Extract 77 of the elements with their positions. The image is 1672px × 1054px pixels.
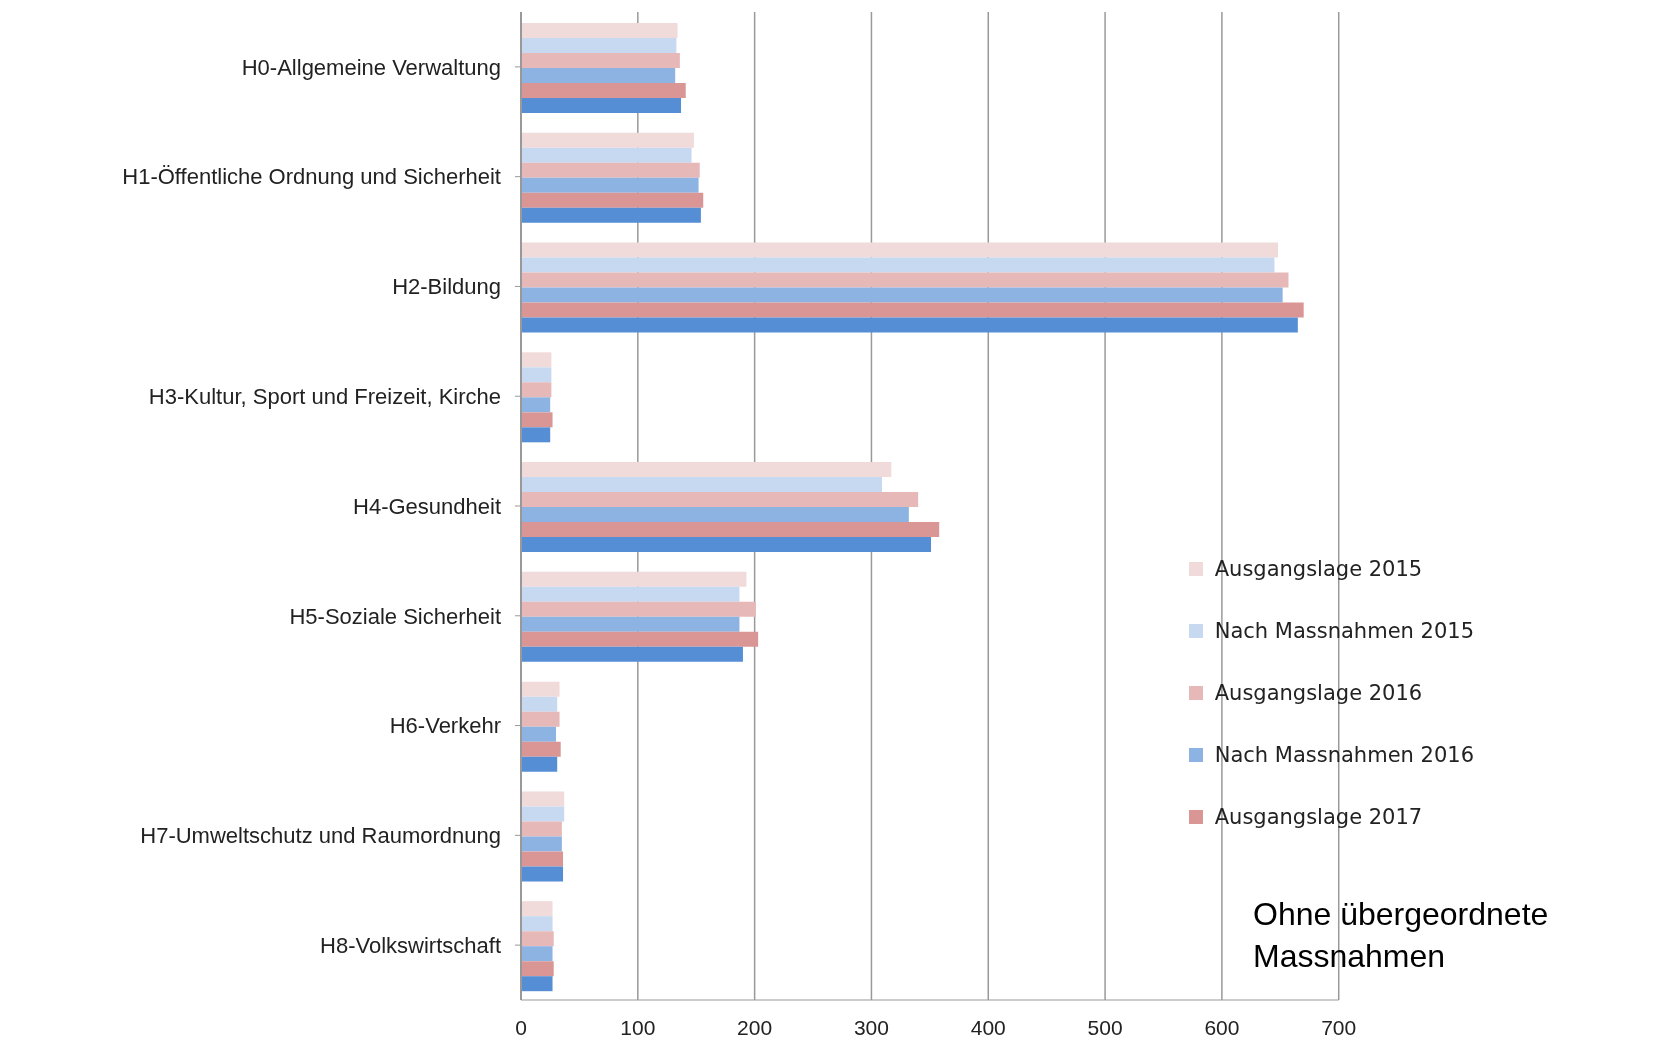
y-tick-label: H6-Verkehr: [389, 713, 501, 739]
legend-label: Ausgangslage 2015: [1214, 557, 1423, 581]
bar: [521, 791, 565, 807]
bar: [521, 382, 552, 398]
y-tick-label: H3-Kultur, Sport und Freizeit, Kirche: [148, 384, 501, 410]
bar: [521, 412, 553, 428]
bar: [521, 821, 562, 837]
bar: [521, 616, 740, 632]
bar: [521, 147, 692, 163]
bar: [521, 586, 740, 602]
bar: [521, 537, 932, 553]
bar: [521, 177, 699, 193]
bar: [521, 601, 756, 617]
x-tick-label: 700: [1321, 1015, 1357, 1039]
bar: [521, 866, 564, 882]
bar: [521, 756, 558, 772]
x-tick-label: 300: [853, 1015, 889, 1039]
bar: [521, 522, 940, 538]
bar: [521, 462, 892, 478]
y-tick-label: H4-Gesundheit: [353, 493, 501, 519]
bar: [521, 397, 551, 413]
x-tick-label: 100: [620, 1015, 656, 1039]
bar: [521, 257, 1275, 273]
bar: [521, 67, 676, 83]
bar: [521, 961, 554, 977]
legend-label: Nach Massnahmen 2015: [1214, 619, 1474, 643]
y-tick-label: H2-Bildung: [392, 274, 501, 300]
x-tick-label: 400: [970, 1015, 1006, 1039]
bar: [521, 507, 909, 523]
bar: [521, 806, 565, 822]
bar: [521, 631, 759, 647]
bar: [521, 367, 552, 383]
bar: [521, 916, 553, 932]
bar: [521, 302, 1304, 318]
bar: [521, 836, 562, 852]
bar: [521, 192, 704, 208]
bar: [521, 492, 919, 508]
bar: [521, 97, 682, 113]
bar: [521, 287, 1283, 303]
bar: [521, 82, 686, 98]
y-tick-label: H5-Soziale Sicherheit: [289, 603, 501, 629]
bar: [521, 242, 1278, 258]
bar: [521, 132, 694, 148]
bar: [521, 207, 701, 223]
bar: [521, 681, 560, 697]
x-tick-label: 500: [1087, 1015, 1123, 1039]
x-tick-label: 200: [737, 1015, 773, 1039]
bar: [521, 901, 553, 917]
bar: [521, 711, 560, 727]
y-tick-label: H8-Volkswirtschaft: [320, 932, 501, 958]
bar: [521, 931, 554, 947]
legend-label: Nach Massnahmen 2016: [1214, 743, 1474, 767]
bar: [521, 646, 743, 662]
bar: [521, 976, 553, 992]
bar: [521, 741, 561, 757]
bar: [521, 571, 747, 587]
bar: [521, 162, 700, 178]
bar: [521, 696, 558, 712]
legend-label: Ausgangslage 2017: [1214, 805, 1423, 829]
bar: [521, 427, 551, 443]
bar: [521, 52, 680, 68]
bar: [521, 352, 552, 368]
y-tick-label: H7-Umweltschutz und Raumordnung: [140, 823, 501, 849]
bar: [521, 477, 882, 493]
bar: [521, 726, 557, 742]
bar: [521, 37, 677, 53]
y-tick-label: H1-Öffentliche Ordnung und Sicherheit: [122, 164, 501, 190]
x-tick-label: 600: [1204, 1015, 1240, 1039]
y-tick-label: H0-Allgemeine Verwaltung: [241, 54, 501, 80]
bar: [521, 946, 553, 962]
bar: [521, 317, 1298, 333]
bar: [521, 22, 678, 38]
annotation: Ohne übergeordnete Massnahmen: [1253, 895, 1550, 976]
legend-label: Ausgangslage 2016: [1214, 681, 1423, 705]
bar: [521, 272, 1289, 288]
bar: [521, 851, 564, 867]
x-tick-label: 0: [515, 1015, 527, 1039]
